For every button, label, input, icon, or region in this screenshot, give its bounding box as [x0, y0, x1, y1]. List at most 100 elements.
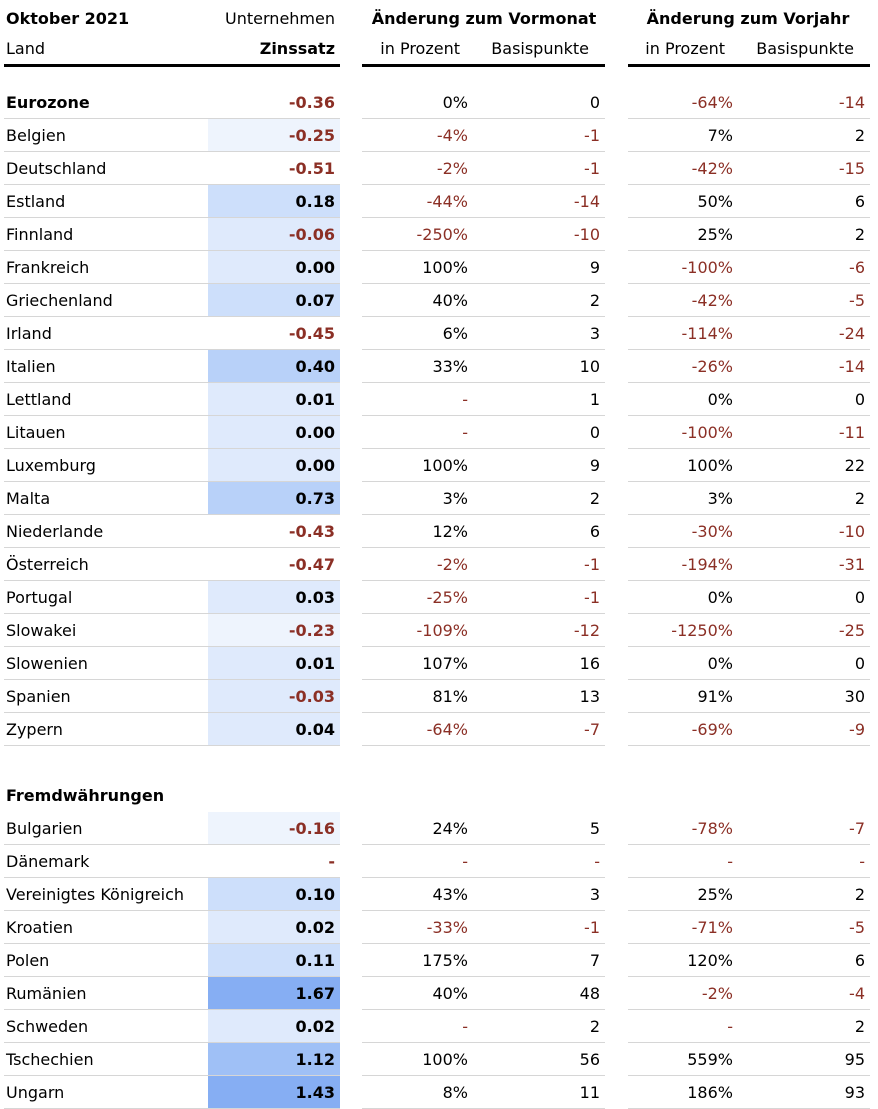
row-divider	[4, 679, 340, 680]
mom-percent-value: -109%	[416, 621, 468, 640]
row-divider	[362, 877, 605, 878]
yoy-basis-points-value: -7	[849, 819, 865, 838]
rate-value: 0.01	[295, 390, 335, 409]
mom-percent-value: -2%	[436, 555, 468, 574]
row-divider	[4, 547, 340, 548]
mom-percent-value: -4%	[436, 126, 468, 145]
mom-basis-points-value: 3	[589, 885, 600, 904]
mom-percent-value: 107%	[422, 654, 468, 673]
row-divider	[628, 415, 870, 416]
row-divider	[4, 745, 340, 746]
row-divider	[4, 118, 340, 119]
yoy-percent-value: 7%	[707, 126, 733, 145]
yoy-percent-value: 91%	[697, 687, 733, 706]
rate-value: 0.00	[295, 456, 335, 475]
mom-percent-value: -44%	[426, 192, 468, 211]
rate-value: 0.07	[295, 291, 335, 310]
country-name: Spanien	[6, 687, 71, 706]
yoy-group-header: Änderung zum Vorjahr	[646, 9, 850, 28]
rate-value: -0.51	[288, 159, 335, 178]
mom-basis-points-value: -1	[584, 588, 600, 607]
header-rule-land	[4, 64, 340, 67]
mom-basis-points-value: 9	[589, 456, 600, 475]
mom-basis-points-value: -1	[584, 159, 600, 178]
country-name: Griechenland	[6, 291, 113, 310]
mom-basis-points-value: -1	[584, 126, 600, 145]
row-divider	[628, 712, 870, 713]
row-divider	[4, 151, 340, 152]
row-divider	[628, 1075, 870, 1076]
row-divider	[4, 184, 340, 185]
row-divider	[362, 745, 605, 746]
row-divider	[362, 184, 605, 185]
yoy-percent-value: -30%	[691, 522, 733, 541]
mom-percent-value: 100%	[422, 258, 468, 277]
yoy-percent-value: 25%	[697, 225, 733, 244]
row-divider	[362, 481, 605, 482]
mom-percent-value: 0%	[442, 93, 468, 112]
row-divider	[4, 349, 340, 350]
rate-cell-fill	[208, 383, 340, 416]
yoy-basis-points-value: -25	[838, 621, 865, 640]
row-divider	[628, 745, 870, 746]
mom-pct-label: in Prozent	[380, 39, 460, 58]
country-name: Kroatien	[6, 918, 74, 937]
mom-basis-points-value: -12	[573, 621, 600, 640]
month-title: Oktober 2021	[6, 9, 130, 28]
mom-percent-value: -	[462, 423, 468, 442]
row-divider	[628, 1009, 870, 1010]
row-divider	[4, 448, 340, 449]
mom-percent-value: -64%	[426, 720, 468, 739]
company-label: Unternehmen	[225, 9, 335, 28]
row-divider	[628, 217, 870, 218]
row-divider	[628, 1042, 870, 1043]
rate-value: -0.25	[288, 126, 335, 145]
mom-percent-value: 100%	[422, 1050, 468, 1069]
mom-percent-value: 175%	[422, 951, 468, 970]
rate-cell-fill	[208, 647, 340, 680]
row-divider	[362, 1075, 605, 1076]
rate-cell-fill	[208, 1043, 340, 1076]
mom-percent-value: -33%	[426, 918, 468, 937]
country-name: Belgien	[6, 126, 66, 145]
mom-percent-value: 6%	[442, 324, 468, 343]
row-divider	[628, 118, 870, 119]
row-divider	[362, 514, 605, 515]
rate-value: -0.23	[288, 621, 335, 640]
rate-value: -0.45	[288, 324, 335, 343]
country-name: Tschechien	[6, 1050, 94, 1069]
row-divider	[628, 316, 870, 317]
yoy-basis-points-value: -31	[838, 555, 865, 574]
rate-value: -0.03	[288, 687, 335, 706]
row-divider	[628, 844, 870, 845]
yoy-percent-value: -1250%	[671, 621, 733, 640]
country-name: Bulgarien	[6, 819, 83, 838]
yoy-basis-points-value: 6	[854, 951, 865, 970]
row-divider	[4, 910, 340, 911]
mom-basis-points-value: 6	[589, 522, 600, 541]
yoy-basis-points-value: -6	[849, 258, 865, 277]
row-divider	[362, 151, 605, 152]
row-divider	[628, 349, 870, 350]
yoy-percent-value: 3%	[707, 489, 733, 508]
yoy-percent-value: 100%	[687, 456, 733, 475]
yoy-basis-points-value: -5	[849, 918, 865, 937]
mom-percent-value: 81%	[432, 687, 468, 706]
row-divider	[4, 250, 340, 251]
row-divider	[628, 976, 870, 977]
row-divider	[362, 283, 605, 284]
row-divider	[628, 283, 870, 284]
row-divider	[628, 481, 870, 482]
yoy-basis-points-value: 30	[844, 687, 865, 706]
row-divider	[4, 976, 340, 977]
yoy-percent-value: -71%	[691, 918, 733, 937]
country-name: Vereinigtes Königreich	[6, 885, 185, 904]
yoy-percent-value: 120%	[687, 951, 733, 970]
yoy-percent-value: -114%	[681, 324, 733, 343]
rate-cell-fill	[208, 185, 340, 218]
mom-basis-points-value: 16	[579, 654, 600, 673]
country-name: Slowakei	[6, 621, 77, 640]
row-divider	[4, 481, 340, 482]
mom-basis-points-value: 11	[579, 1083, 600, 1102]
mom-basis-points-value: 5	[589, 819, 600, 838]
